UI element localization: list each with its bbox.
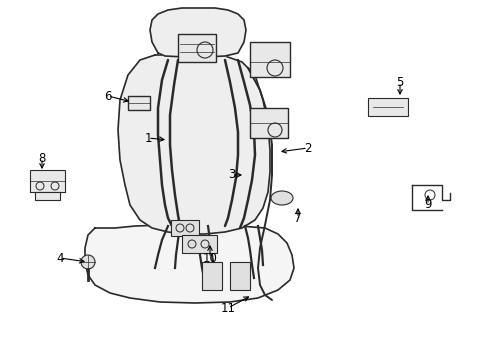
Text: 2: 2 — [304, 141, 311, 154]
Text: 5: 5 — [395, 76, 403, 89]
Text: 11: 11 — [220, 302, 235, 315]
Text: 6: 6 — [104, 90, 112, 103]
Bar — [178, 34, 216, 62]
Ellipse shape — [270, 191, 292, 205]
Polygon shape — [85, 225, 293, 303]
Bar — [249, 108, 287, 138]
Text: 4: 4 — [56, 252, 63, 265]
Bar — [249, 42, 289, 77]
Polygon shape — [150, 8, 245, 57]
Bar — [367, 98, 407, 116]
Text: 3: 3 — [228, 168, 235, 181]
Bar — [229, 262, 249, 290]
Bar — [128, 96, 150, 110]
Bar — [30, 170, 65, 192]
Text: 9: 9 — [424, 198, 431, 211]
Circle shape — [81, 255, 95, 269]
Bar — [171, 220, 199, 236]
Bar — [35, 192, 60, 200]
Text: 1: 1 — [144, 131, 151, 144]
Text: 8: 8 — [38, 152, 45, 165]
Polygon shape — [118, 53, 269, 234]
Bar — [182, 235, 217, 253]
Text: 10: 10 — [202, 252, 217, 265]
Bar — [202, 262, 222, 290]
Text: 7: 7 — [294, 211, 301, 225]
